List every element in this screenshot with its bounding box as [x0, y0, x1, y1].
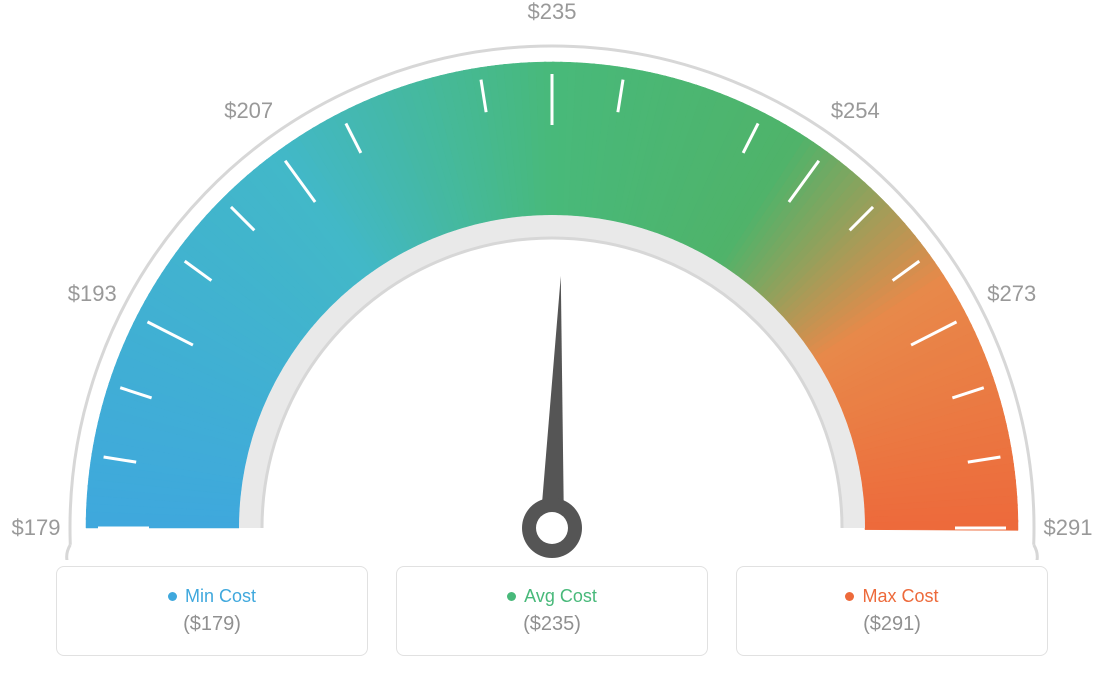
max-cost-label: Max Cost [845, 586, 938, 607]
min-cost-label: Min Cost [168, 586, 256, 607]
cost-summary-cards: Min Cost ($179) Avg Cost ($235) Max Cost… [0, 566, 1104, 656]
gauge-tick-label: $254 [831, 98, 880, 124]
avg-cost-label: Avg Cost [507, 586, 597, 607]
gauge-needle [540, 276, 564, 528]
min-cost-card: Min Cost ($179) [56, 566, 368, 656]
gauge-tick-label: $273 [987, 281, 1036, 307]
min-cost-label-text: Min Cost [185, 586, 256, 607]
gauge-tick-label: $291 [1044, 515, 1093, 541]
max-cost-value: ($291) [863, 613, 921, 636]
gauge-tick-label: $193 [68, 281, 117, 307]
min-cost-value: ($179) [183, 613, 241, 636]
avg-cost-card: Avg Cost ($235) [396, 566, 708, 656]
avg-cost-dot [507, 592, 516, 601]
avg-cost-value: ($235) [523, 613, 581, 636]
min-cost-dot [168, 592, 177, 601]
avg-cost-label-text: Avg Cost [524, 586, 597, 607]
cost-gauge: $179 $193 $207 $235 $254 $273 $291 [0, 0, 1104, 560]
gauge-tick-label: $179 [12, 515, 61, 541]
gauge-tick-label: $235 [528, 0, 577, 25]
max-cost-dot [845, 592, 854, 601]
max-cost-label-text: Max Cost [862, 586, 938, 607]
gauge-tick-label: $207 [224, 98, 273, 124]
max-cost-card: Max Cost ($291) [736, 566, 1048, 656]
